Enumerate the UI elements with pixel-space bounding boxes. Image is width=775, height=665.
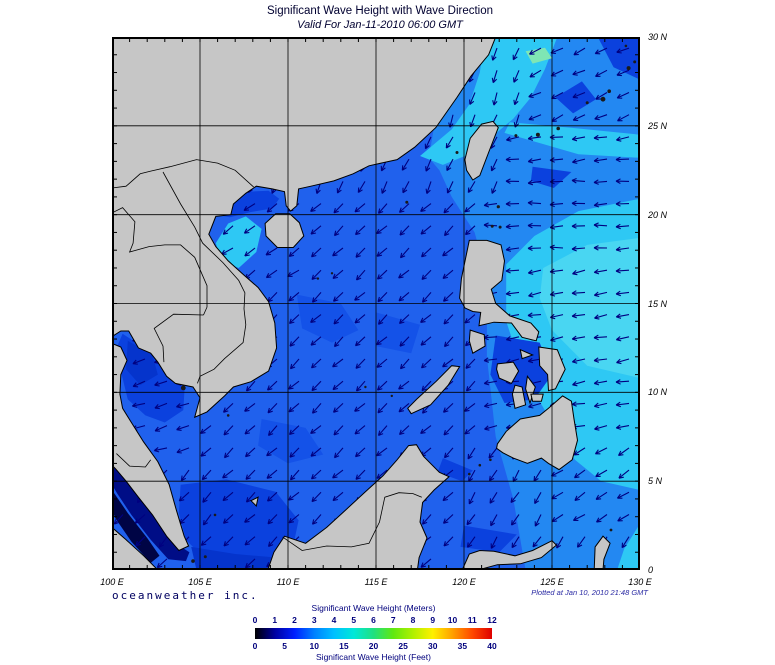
page-title: Significant Wave Height with Wave Direct… bbox=[266, 5, 494, 17]
land-layer bbox=[111, 36, 637, 571]
map-frame bbox=[112, 37, 640, 570]
legend-meters-title: Significant Wave Height (Meters) bbox=[311, 603, 436, 613]
legend-meters-tick: 8 bbox=[410, 615, 416, 625]
legend-feet-tick: 25 bbox=[398, 641, 408, 651]
legend-meters-tick: 12 bbox=[487, 615, 497, 625]
lat-label: 5 N bbox=[648, 476, 663, 487]
legend-meters-tick: 10 bbox=[447, 615, 458, 625]
legend-meters-ticks: 0 1 2 3 4 5 6 7 8 9 10 11 12 bbox=[252, 615, 497, 625]
lon-label: 115 E bbox=[364, 577, 388, 587]
lon-label: 125 E bbox=[540, 577, 564, 587]
lat-label: 30 N bbox=[648, 32, 668, 42]
legend-meters-tick: 3 bbox=[311, 615, 317, 625]
lon-label: 100 E bbox=[100, 577, 124, 587]
legend-feet-tick: 30 bbox=[428, 641, 438, 651]
legend-meters-tick: 1 bbox=[272, 615, 278, 625]
wave-map bbox=[111, 36, 640, 571]
lon-label: 110 E bbox=[276, 577, 300, 587]
legend-meters-tick: 7 bbox=[390, 615, 396, 625]
lat-label: 0 bbox=[648, 565, 654, 575]
lat-label: 15 N bbox=[648, 298, 668, 309]
legend-meters-tick: 6 bbox=[371, 615, 376, 625]
lat-label: 10 N bbox=[648, 387, 668, 398]
legend-colorbar bbox=[255, 628, 492, 639]
credit-text: oceanweather inc. bbox=[112, 589, 259, 602]
lat-label: 25 N bbox=[648, 120, 668, 131]
legend-feet-tick: 40 bbox=[487, 641, 497, 651]
legend-meters-tick: 2 bbox=[292, 615, 297, 625]
lon-label: 130 E bbox=[628, 577, 652, 587]
lon-label: 120 E bbox=[452, 577, 476, 587]
legend-meters-tick: 11 bbox=[467, 615, 477, 625]
legend-feet-tick: 35 bbox=[457, 641, 468, 651]
legend-feet-ticks: 0 5 10 15 20 25 30 35 40 bbox=[252, 641, 497, 651]
graticule-grid bbox=[112, 37, 640, 570]
lat-label: 20 N bbox=[648, 209, 668, 220]
legend-feet-tick: 5 bbox=[282, 641, 287, 651]
legend-feet-tick: 0 bbox=[252, 641, 258, 651]
legend-feet-tick: 20 bbox=[368, 641, 379, 651]
plotted-timestamp: Plotted at Jan 10, 2010 21:48 GMT bbox=[531, 588, 648, 597]
lon-label: 105 E bbox=[188, 577, 212, 587]
country-borders bbox=[111, 159, 422, 551]
legend-feet-tick: 15 bbox=[339, 641, 349, 651]
legend-meters-tick: 5 bbox=[351, 615, 357, 625]
legend-feet-tick: 10 bbox=[309, 641, 319, 651]
legend-feet-title: Significant Wave Height (Feet) bbox=[316, 652, 431, 662]
legend-meters-tick: 4 bbox=[331, 615, 337, 625]
legend-meters-tick: 9 bbox=[430, 615, 436, 625]
page-subtitle: Valid For Jan-11-2010 06:00 GMT bbox=[297, 19, 463, 31]
wave-map-svg bbox=[111, 36, 640, 571]
legend-meters-tick: 0 bbox=[252, 615, 258, 625]
